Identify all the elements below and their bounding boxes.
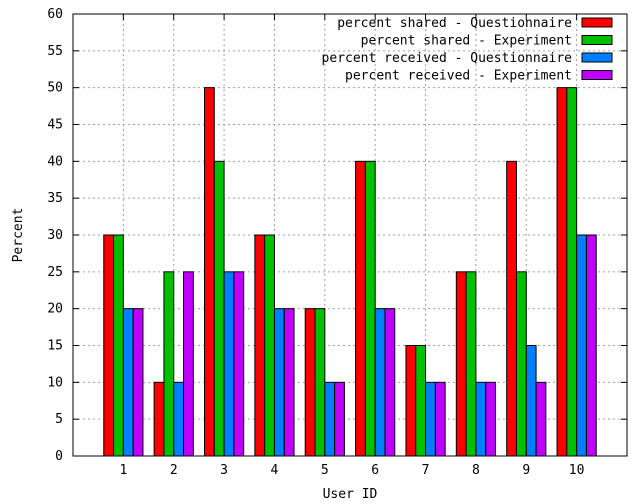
x-tick-label: 10 — [569, 463, 585, 478]
x-axis-label: User ID — [323, 487, 378, 502]
legend-label: percent shared - Questionnaire — [337, 16, 572, 31]
y-tick-label: 0 — [55, 449, 63, 464]
x-tick-label: 5 — [321, 463, 329, 478]
y-tick-label: 25 — [47, 265, 63, 280]
y-tick-label: 35 — [47, 191, 63, 206]
legend: percent shared - Questionnaire percent sh… — [322, 16, 613, 84]
bar — [485, 381, 497, 457]
x-tick-label: 2 — [170, 463, 178, 478]
bar — [576, 234, 587, 457]
x-tick-label: 3 — [220, 463, 228, 478]
bar — [103, 234, 115, 457]
bar — [585, 234, 597, 457]
y-tick-label: 50 — [47, 81, 63, 96]
bar — [566, 87, 578, 457]
x-tick-label: 4 — [271, 463, 279, 478]
y-tick-label: 40 — [47, 154, 63, 169]
plot-frame — [72, 13, 628, 457]
bar — [132, 308, 144, 457]
bar — [183, 271, 194, 457]
x-tick-label: 6 — [371, 463, 379, 478]
legend-label: percent shared - Experiment — [361, 34, 572, 49]
y-tick-label: 45 — [47, 118, 63, 133]
bar — [153, 381, 165, 457]
bar — [163, 271, 175, 457]
bar — [535, 381, 547, 457]
bar — [355, 160, 366, 457]
bar — [455, 271, 467, 457]
y-tick-label: 15 — [47, 339, 63, 354]
bar — [415, 345, 427, 457]
legend-label: percent received - Questionnaire — [322, 51, 573, 66]
y-tick-label: 20 — [47, 302, 63, 317]
bar — [113, 234, 124, 457]
legend-swatch — [581, 70, 613, 80]
y-axis-label: Percent — [11, 208, 26, 263]
bar — [384, 308, 396, 457]
bar — [465, 271, 477, 457]
y-tick-label: 55 — [47, 44, 63, 59]
bar — [273, 308, 285, 457]
y-tick-label: 10 — [47, 375, 63, 390]
bar — [334, 381, 345, 457]
bar — [364, 160, 376, 457]
bar — [405, 345, 417, 457]
bar — [374, 308, 386, 457]
bar — [254, 234, 266, 457]
bar — [475, 381, 487, 457]
bar — [525, 345, 537, 457]
bar — [425, 381, 436, 457]
bar — [203, 87, 215, 457]
bar — [223, 271, 235, 457]
y-tick-label: 5 — [55, 412, 63, 427]
bar — [506, 160, 517, 457]
bar — [324, 381, 336, 457]
bar — [283, 308, 295, 457]
x-tick-label: 9 — [522, 463, 530, 478]
legend-swatch — [581, 35, 613, 45]
bar — [264, 234, 275, 457]
bar — [556, 87, 568, 457]
bar — [233, 271, 245, 457]
bar — [122, 308, 134, 457]
bar — [434, 381, 446, 457]
bar — [304, 308, 316, 457]
bar — [515, 271, 527, 457]
x-tick-label: 1 — [119, 463, 127, 478]
legend-label: percent received - Experiment — [345, 69, 572, 84]
y-tick-label: 30 — [47, 228, 63, 243]
bars — [103, 87, 597, 457]
x-tick-label: 7 — [422, 463, 430, 478]
bar — [173, 381, 185, 457]
legend-swatch — [581, 52, 613, 63]
x-tick-label: 8 — [472, 463, 480, 478]
legend-swatch — [581, 17, 613, 28]
bar — [213, 160, 225, 457]
bar — [314, 308, 326, 457]
y-tick-label: 60 — [47, 7, 63, 22]
